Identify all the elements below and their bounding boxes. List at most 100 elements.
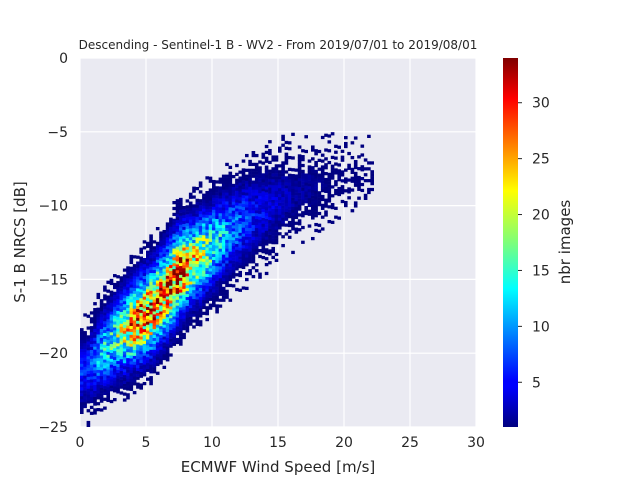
heatmap-cell: [218, 304, 223, 308]
heatmap-cell: [287, 209, 292, 213]
heatmap-cell: [205, 279, 209, 283]
heatmap-cell: [235, 163, 239, 168]
heatmap-cell: [192, 263, 196, 267]
heatmap-cell: [228, 298, 233, 302]
heatmap-cell: [103, 312, 107, 316]
heatmap-cell: [205, 261, 209, 266]
heatmap-cell: [172, 304, 176, 308]
heatmap-cell: [350, 179, 355, 183]
heatmap-cell: [188, 290, 193, 294]
heatmap-cell: [231, 216, 236, 220]
heatmap-cell: [248, 192, 252, 196]
heatmap-cell: [129, 349, 134, 353]
heatmap-cell: [238, 288, 242, 292]
heatmap-cell: [245, 186, 249, 190]
heatmap-cell: [103, 294, 107, 298]
heatmap-cell: [350, 141, 355, 145]
heatmap-cell: [245, 189, 249, 193]
heatmap-cell: [119, 296, 124, 301]
heatmap-cell: [258, 166, 262, 170]
heatmap-cell: [205, 300, 209, 304]
heatmap-cell: [129, 361, 134, 365]
heatmap-cell: [245, 210, 249, 214]
heatmap-cell: [116, 331, 120, 335]
heatmap-cell: [146, 321, 150, 325]
heatmap-cell: [122, 345, 127, 349]
heatmap-cell: [109, 382, 114, 386]
heatmap-cell: [264, 262, 269, 267]
heatmap-cell: [185, 290, 190, 295]
heatmap-cell: [248, 245, 252, 249]
heatmap-cell: [231, 251, 236, 255]
heatmap-cell: [165, 343, 170, 347]
heatmap-cell: [99, 393, 104, 397]
heatmap-cell: [235, 252, 239, 256]
heatmap-cell: [228, 277, 233, 282]
heatmap-cell: [175, 320, 180, 324]
heatmap-cell: [136, 305, 140, 310]
heatmap-cell: [139, 333, 143, 337]
heatmap-cell: [195, 213, 200, 217]
heatmap-cell: [212, 268, 216, 272]
heatmap-cell: [93, 337, 97, 341]
x-tick-label: 0: [76, 435, 85, 451]
heatmap-cell: [126, 278, 130, 282]
heatmap-cell: [139, 368, 143, 372]
heatmap-cell: [182, 294, 186, 298]
heatmap-cell: [139, 262, 143, 266]
heatmap-cell: [192, 216, 196, 220]
heatmap-cell: [294, 183, 299, 187]
heatmap-cell: [152, 249, 157, 253]
heatmap-cell: [258, 160, 262, 164]
heatmap-cell: [192, 195, 196, 199]
heatmap-cell: [93, 390, 97, 394]
heatmap-cell: [93, 331, 97, 335]
heatmap-cell: [146, 288, 150, 293]
heatmap-cell: [268, 172, 272, 176]
heatmap-cell: [142, 308, 147, 312]
heatmap-cell: [83, 396, 87, 400]
heatmap-cell: [231, 248, 236, 253]
heatmap-cell: [287, 194, 292, 198]
heatmap-cell: [264, 177, 269, 181]
heatmap-cell: [139, 324, 143, 328]
heatmap-cell: [175, 213, 180, 218]
heatmap-cell: [96, 375, 101, 379]
heatmap-cell: [139, 383, 143, 387]
heatmap-cell: [205, 267, 209, 272]
heatmap-cell: [221, 221, 226, 226]
heatmap-cell: [228, 195, 233, 199]
heatmap-cell: [264, 180, 269, 184]
heatmap-cell: [297, 228, 302, 232]
heatmap-cell: [155, 288, 160, 293]
heatmap-cell: [116, 289, 120, 294]
heatmap-cell: [155, 297, 160, 302]
heatmap-cell: [106, 369, 110, 373]
heatmap-cell: [169, 241, 173, 245]
heatmap-cell: [103, 285, 107, 289]
heatmap-cell: [132, 329, 137, 333]
heatmap-cell: [86, 391, 91, 395]
heatmap-cell: [96, 381, 101, 385]
heatmap-cell: [314, 178, 318, 182]
heatmap-cell: [126, 295, 130, 300]
heatmap-cell: [83, 351, 87, 355]
heatmap-cell: [291, 218, 295, 222]
heatmap-cell: [96, 325, 101, 329]
heatmap-cell: [248, 204, 252, 208]
heatmap-cell: [258, 192, 262, 197]
heatmap-cell: [142, 272, 147, 277]
heatmap-cell: [271, 235, 275, 239]
y-tick-label: −25: [38, 420, 68, 436]
heatmap-cell: [327, 172, 332, 177]
heatmap-cell: [198, 272, 203, 277]
colorbar-label: nbr images: [556, 200, 574, 285]
heatmap-cell: [212, 197, 216, 201]
heatmap-cell: [238, 223, 242, 227]
heatmap-cell: [169, 235, 173, 239]
heatmap-cell: [155, 262, 160, 266]
heatmap-cell: [208, 256, 213, 260]
heatmap-cell: [142, 373, 147, 377]
heatmap-cell: [198, 205, 203, 209]
heatmap-cell: [212, 277, 216, 281]
